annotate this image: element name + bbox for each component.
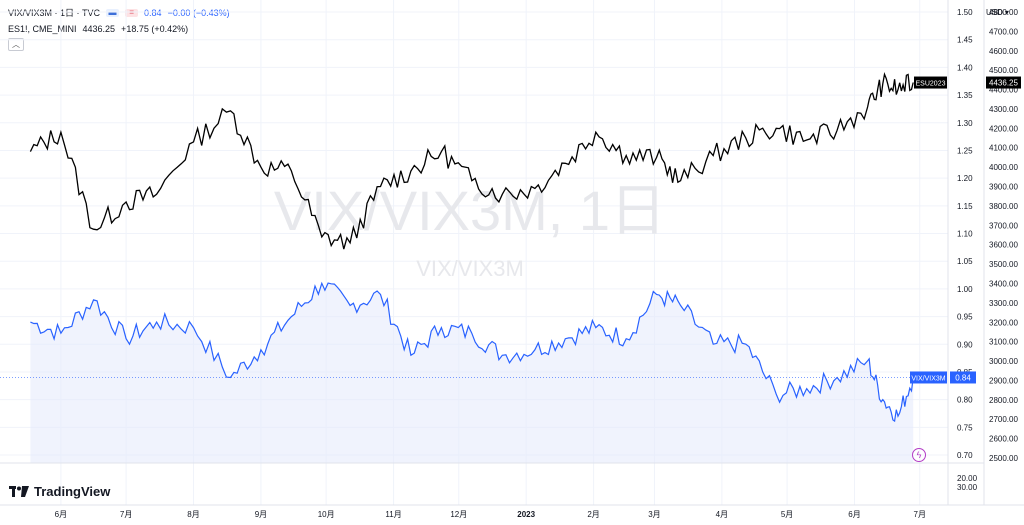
chevron-up-icon: ︿ xyxy=(12,40,20,49)
price-tags: ESU2023 4436.25 VIX/VIX3M 0.84 xyxy=(910,76,1021,384)
left-axis-label: 1.40 xyxy=(957,63,973,72)
left-axis-label: 1.30 xyxy=(957,119,973,128)
compare-series-title[interactable]: ES1!, CME_MINI xyxy=(8,24,77,34)
watermark-title: VIX/VIX3M, 1日 xyxy=(274,179,666,242)
left-axis-label: 1.25 xyxy=(957,146,973,155)
right-axis-label: 3200.00 xyxy=(989,318,1018,327)
left-axis-label: 0.75 xyxy=(957,423,973,432)
right-axis-label: 4400.00 xyxy=(989,86,1018,95)
vix-vix3m-line xyxy=(30,281,914,423)
right-axis-label: 3300.00 xyxy=(989,299,1018,308)
es-price-label: 4436.25 xyxy=(989,79,1018,88)
time-axis-label: 2月 xyxy=(587,510,599,519)
tradingview-icon xyxy=(9,485,29,497)
vix-tag-box xyxy=(910,371,947,384)
brand-name: TradingView xyxy=(34,484,111,499)
right-axis-label: 3400.00 xyxy=(989,279,1018,288)
right-axis-label: 4600.00 xyxy=(989,47,1018,56)
right-axis-label: 2600.00 xyxy=(989,435,1018,444)
time-axis-label: 9月 xyxy=(255,510,267,519)
time-axis-label: 2023 xyxy=(517,510,535,519)
volume-axis-label: 20.00 xyxy=(957,474,978,483)
right-axis-label: 4300.00 xyxy=(989,105,1018,114)
right-axis-label: 2500.00 xyxy=(989,454,1018,463)
right-axis-label: 4200.00 xyxy=(989,124,1018,133)
left-axis-label: 1.45 xyxy=(957,36,973,45)
vix-tag-label: VIX/VIX3M xyxy=(911,375,945,382)
time-axis-label: 6月 xyxy=(848,510,860,519)
right-axis-label: 3600.00 xyxy=(989,241,1018,250)
es-tag-label: ESU2023 xyxy=(916,81,946,88)
left-axis-label: 1.00 xyxy=(957,285,973,294)
vix-area-fill xyxy=(30,283,914,463)
right-axis-label: 3100.00 xyxy=(989,338,1018,347)
es-price-box xyxy=(986,76,1021,89)
right-axis-label: 4700.00 xyxy=(989,27,1018,36)
vix-price-label: 0.84 xyxy=(955,373,971,382)
right-axis-label: 3900.00 xyxy=(989,183,1018,192)
left-axis-label: 0.70 xyxy=(957,451,973,460)
lightning-icon[interactable]: ϟ xyxy=(912,448,926,462)
watermark-subtitle: VIX/VIX3M xyxy=(416,256,524,281)
right-price-scale[interactable]: 4800.00 4700.00 4600.00 4500.00 4400.00 4300.… xyxy=(989,8,1018,463)
esu2023-line xyxy=(29,72,914,250)
right-axis-label: 4000.00 xyxy=(989,163,1018,172)
vix-price-box xyxy=(950,371,976,384)
right-axis-label: 4500.00 xyxy=(989,66,1018,75)
time-axis-label: 12月 xyxy=(450,510,467,519)
compare-series-value: 4436.25 xyxy=(82,24,116,34)
right-axis-label: 2900.00 xyxy=(989,376,1018,385)
right-axis-label: 3500.00 xyxy=(989,260,1018,269)
right-axis-label: 3800.00 xyxy=(989,202,1018,211)
chevron-down-icon: ▾ xyxy=(1004,7,1009,17)
volume-axis-label: 30.00 xyxy=(957,483,978,492)
time-axis-label: 4月 xyxy=(716,510,728,519)
left-axis-label: 0.95 xyxy=(957,313,973,322)
left-axis-label: 0.90 xyxy=(957,340,973,349)
es-tag-box xyxy=(914,76,947,89)
time-axis-label: 6月 xyxy=(55,510,67,519)
tradingview-logo[interactable]: TradingView xyxy=(9,484,110,499)
time-axis-label: 5月 xyxy=(781,510,793,519)
left-price-scale[interactable]: 1.50 1.45 1.40 1.35 1.30 1.25 1.20 1.15 1.10 1.05… xyxy=(957,8,973,460)
currency-selector[interactable]: USD ▾ xyxy=(986,5,1018,19)
left-axis-label: 1.50 xyxy=(957,8,973,17)
left-axis-label: 1.10 xyxy=(957,230,973,239)
currency-label: USD xyxy=(986,7,1003,17)
time-axis-label: 10月 xyxy=(318,510,335,519)
right-axis-label: 2800.00 xyxy=(989,396,1018,405)
right-axis-label: 3700.00 xyxy=(989,221,1018,230)
main-series-title[interactable]: VIX/VIX3M · 1日 · TVC xyxy=(8,8,101,18)
compare-series-legend[interactable]: ES1!, CME_MINI 4436.25 +18.75 (+0.42%) xyxy=(8,24,188,34)
time-axis-label: 8月 xyxy=(187,510,199,519)
series-layer xyxy=(0,72,948,463)
left-axis-label: 1.15 xyxy=(957,202,973,211)
time-scale[interactable]: 6月 7月 8月 9月 10月 11月 12月 2023 2月 3月 4月 5月 6月 7月 xyxy=(55,510,926,519)
right-axis-label: 4800.00 xyxy=(989,8,1018,17)
right-axis-label: 2700.00 xyxy=(989,415,1018,424)
left-axis-label: 1.35 xyxy=(957,91,973,100)
left-axis-label: 0.80 xyxy=(957,396,973,405)
time-axis-label: 7月 xyxy=(914,510,926,519)
right-axis-label: 4100.00 xyxy=(989,144,1018,153)
left-axis-label: 1.20 xyxy=(957,174,973,183)
time-axis-label: 3月 xyxy=(648,510,660,519)
compare-series-change: +18.75 (+0.42%) xyxy=(121,24,189,34)
collapse-legend-button[interactable]: ︿ xyxy=(8,38,24,51)
left-axis-label: 1.05 xyxy=(957,257,973,266)
right-axis-label: 3000.00 xyxy=(989,357,1018,366)
time-axis-label: 7月 xyxy=(120,510,132,519)
time-axis-label: 11月 xyxy=(385,510,401,519)
